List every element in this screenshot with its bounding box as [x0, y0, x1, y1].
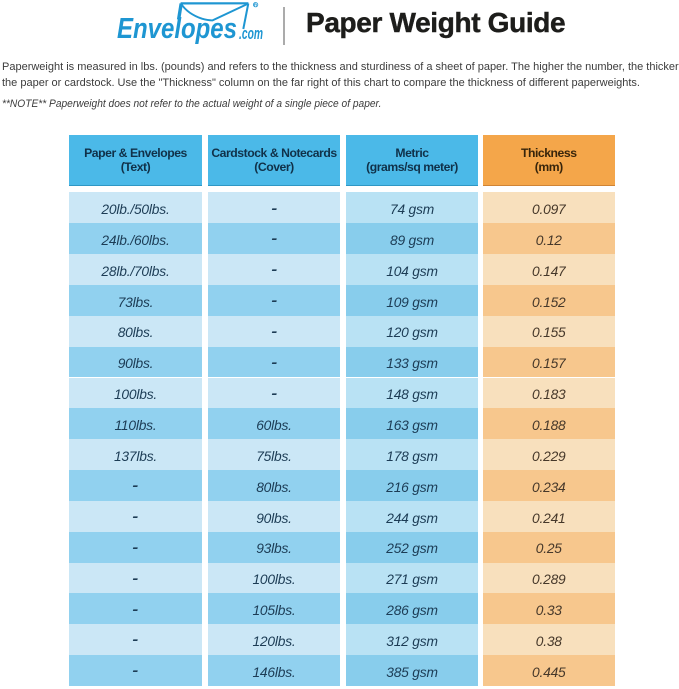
svg-text:R: R [254, 2, 258, 7]
svg-text:Envelopes: Envelopes [117, 13, 237, 45]
svg-text:.com: .com [239, 25, 263, 43]
